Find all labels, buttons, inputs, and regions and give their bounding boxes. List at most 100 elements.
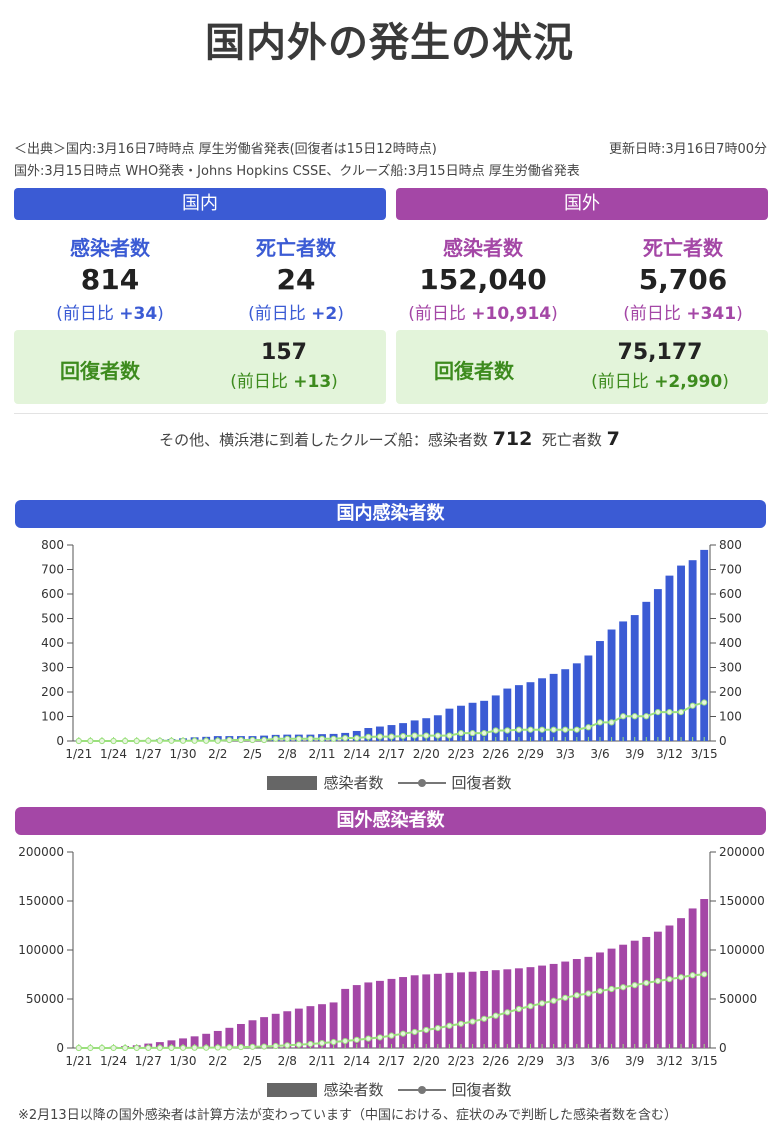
bar-2/2 — [213, 1030, 222, 1048]
y-tick-label: 0 — [56, 1041, 64, 1055]
y-tick-label: 0 — [56, 734, 64, 748]
x-tick-label: 2/5 — [243, 747, 262, 761]
y-tick-label: 600 — [41, 587, 64, 601]
overseas-header: 国外 — [396, 188, 768, 220]
recovered-point-1/29 — [168, 1044, 175, 1051]
recovered-point-2/27 — [504, 1009, 511, 1016]
x-tick-label: 2/26 — [482, 747, 509, 761]
bar-2/29 — [526, 682, 535, 741]
recovered-point-2/7 — [272, 735, 279, 742]
y-tick-label: 800 — [719, 538, 742, 552]
y-tick-label: 50000 — [719, 992, 757, 1006]
x-tick-label: 2/17 — [378, 747, 405, 761]
overseas-deaths-diff: (前日比 +341) — [623, 304, 743, 324]
bar-2/27 — [503, 969, 512, 1048]
recovered-point-2/23 — [457, 730, 465, 737]
bar-2/18 — [399, 723, 408, 741]
recovered-point-2/2 — [214, 737, 221, 744]
domestic-infected-stat: 感染者数 814 (前日比 +34) — [20, 232, 200, 324]
y-tick-label: 100000 — [18, 943, 64, 957]
recovered-point-1/26 — [133, 737, 140, 745]
domestic-deaths-value: 24 — [276, 263, 316, 296]
bar-3/1 — [538, 965, 547, 1048]
recovered-point-3/5 — [585, 990, 592, 997]
x-tick-label: 2/29 — [517, 1054, 544, 1068]
recovered-point-1/24 — [110, 1044, 117, 1052]
y-tick-label: 100000 — [719, 943, 765, 957]
bar-2/22 — [445, 708, 454, 741]
overseas-recovered-label: 回復者数 — [434, 359, 514, 383]
domestic-recovered-figures: 157 (前日比 +13) — [184, 340, 384, 392]
recovered-point-2/9 — [295, 1041, 302, 1048]
domestic-chart-legend: 感染者数 回復者数 — [0, 772, 779, 793]
divider — [14, 413, 768, 414]
x-tick-label: 2/23 — [448, 1054, 475, 1068]
recovered-point-1/27 — [145, 737, 152, 744]
y-tick-label: 100 — [41, 710, 64, 724]
x-tick-label: 3/3 — [556, 1054, 575, 1068]
domestic-recovered-value: 157 — [261, 340, 307, 365]
recovered-point-2/20 — [423, 732, 430, 739]
bar-2/23 — [457, 705, 465, 741]
x-tick-label: 1/21 — [65, 1054, 92, 1068]
recovered-point-2/21 — [434, 1025, 441, 1032]
recovered-point-3/4 — [573, 992, 580, 999]
recovered-point-3/5 — [585, 724, 592, 731]
bar-3/12 — [665, 925, 674, 1048]
bar-2/27 — [503, 688, 512, 741]
y-tick-label: 500 — [41, 612, 64, 626]
bar-2/4 — [236, 1023, 245, 1048]
bar-2/1 — [202, 1033, 211, 1048]
recovered-point-2/1 — [203, 1044, 210, 1051]
recovered-point-3/6 — [596, 987, 604, 995]
bar-2/25 — [480, 700, 489, 741]
recovered-point-3/12 — [666, 708, 673, 716]
bar-2/9 — [294, 1008, 303, 1048]
legend-line-label: 回復者数 — [451, 774, 512, 792]
x-tick-label: 3/12 — [656, 1054, 683, 1068]
bar-2/5 — [248, 1020, 257, 1048]
recovered-point-2/10 — [307, 1040, 314, 1048]
recovered-point-2/16 — [376, 1034, 384, 1041]
x-tick-label: 2/20 — [413, 1054, 440, 1068]
y-tick-label: 150000 — [18, 894, 64, 908]
y-tick-label: 400 — [719, 636, 742, 650]
bar-2/18 — [399, 977, 408, 1048]
y-tick-label: 0 — [719, 734, 727, 748]
legend-bar-label: 感染者数 — [323, 774, 384, 792]
x-tick-label: 3/6 — [590, 1054, 609, 1068]
recovered-point-2/24 — [469, 730, 476, 737]
x-tick-label: 2/20 — [413, 747, 440, 761]
bar-3/3 — [561, 961, 570, 1048]
bar-1/31 — [190, 1036, 199, 1048]
y-tick-label: 300 — [41, 661, 64, 675]
y-tick-label: 100 — [719, 710, 742, 724]
domestic-infected-value: 814 — [80, 263, 140, 296]
y-tick-label: 200000 — [18, 845, 64, 859]
x-tick-label: 1/30 — [170, 1054, 197, 1068]
bar-2/17 — [387, 978, 396, 1048]
overseas-infected-chart: 0 0 50000 50000 100000 100000 150000 150000 2000… — [18, 845, 765, 1068]
recovered-point-1/23 — [98, 1044, 106, 1052]
recovered-point-2/17 — [388, 733, 395, 740]
overseas-deaths-value: 5,706 — [638, 263, 728, 296]
recovered-point-1/31 — [191, 737, 198, 744]
recovered-point-2/15 — [365, 733, 372, 740]
cruise-ship-summary: その他、横浜港に到着したクルーズ船：感染者数 712 死亡者数 7 — [159, 428, 620, 450]
y-tick-label: 700 — [719, 563, 742, 577]
recovered-point-2/19 — [411, 732, 418, 739]
overseas-infected-value: 152,040 — [419, 263, 547, 296]
overseas-deaths-label: 死亡者数 — [643, 236, 723, 260]
recovered-point-1/28 — [156, 737, 163, 744]
recovered-point-3/2 — [550, 726, 557, 733]
recovered-point-3/13 — [677, 708, 685, 716]
recovered-point-2/13 — [342, 734, 349, 742]
bar-3/4 — [572, 663, 581, 741]
recovered-point-1/25 — [122, 737, 129, 745]
recovered-point-2/28 — [515, 726, 523, 733]
bar-2/7 — [271, 1013, 280, 1048]
recovered-point-2/11 — [318, 735, 326, 742]
x-tick-label: 1/24 — [100, 1054, 127, 1068]
recovered-point-1/30 — [179, 737, 187, 744]
recovered-point-1/29 — [168, 737, 175, 744]
